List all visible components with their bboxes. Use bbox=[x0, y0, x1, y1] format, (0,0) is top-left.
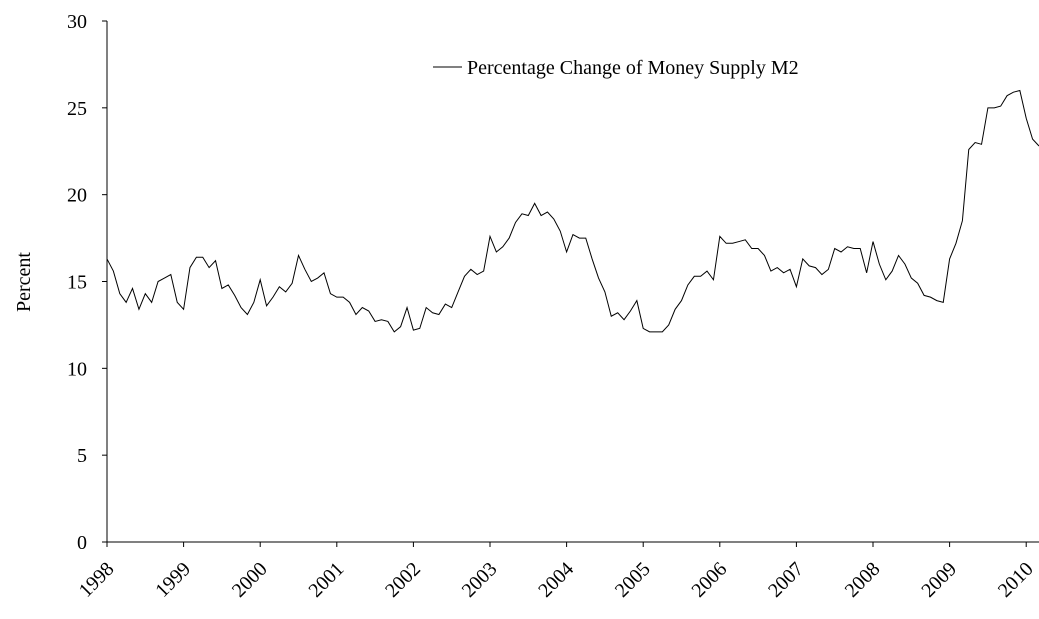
data-line bbox=[106, 89, 1039, 333]
y-tick-label: 20 bbox=[67, 185, 87, 207]
y-tick-label: 30 bbox=[67, 11, 87, 33]
x-tick-label: 2000 bbox=[228, 558, 272, 602]
x-tick-label: 2009 bbox=[917, 558, 961, 602]
x-tick-label: 1998 bbox=[75, 558, 119, 602]
x-tick-label: 2008 bbox=[841, 558, 885, 602]
x-tick-label: 2001 bbox=[304, 558, 348, 602]
legend-label: Percentage Change of Money Supply M2 bbox=[467, 57, 799, 79]
y-tick-label: 0 bbox=[77, 532, 87, 554]
y-tick-label: 25 bbox=[67, 98, 87, 120]
x-tick-label: 2003 bbox=[458, 558, 502, 602]
y-tick-label: 15 bbox=[67, 272, 87, 294]
x-tick-label: 1999 bbox=[151, 558, 195, 602]
x-tick-label: 2002 bbox=[381, 558, 425, 602]
y-axis-label: Percent bbox=[13, 252, 35, 312]
x-tick-label: 2004 bbox=[534, 558, 578, 602]
x-tick-label: 2005 bbox=[611, 558, 655, 602]
y-tick-label: 10 bbox=[67, 358, 87, 380]
x-tick-label: 2006 bbox=[688, 558, 732, 602]
x-tick-label: 2007 bbox=[764, 558, 808, 602]
x-tick-label: 2010 bbox=[994, 558, 1038, 602]
y-tick-label: 5 bbox=[77, 445, 87, 467]
